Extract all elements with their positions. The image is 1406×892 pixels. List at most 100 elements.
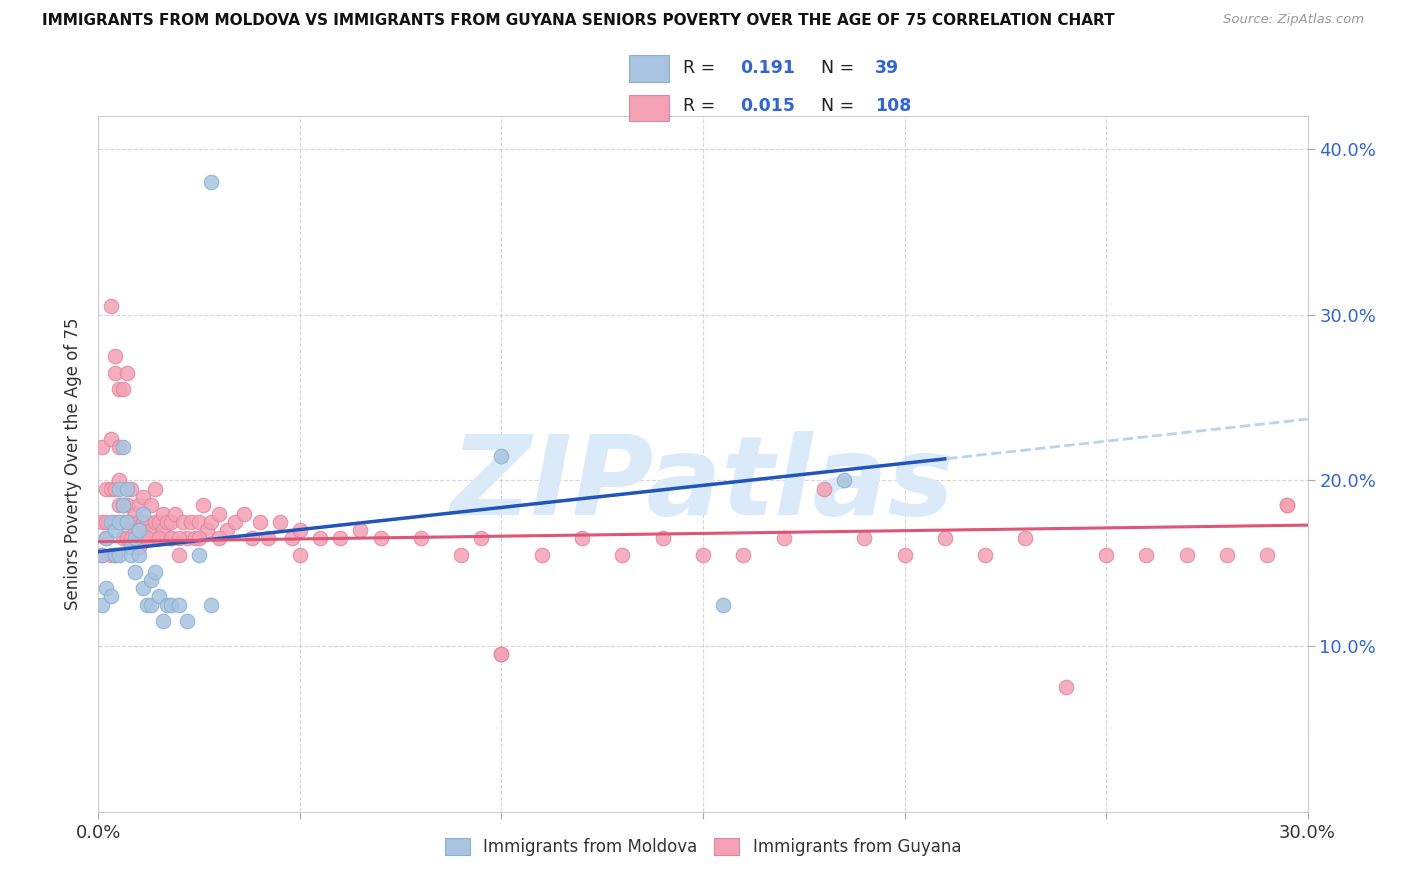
Point — [193, 498, 215, 512]
Point — [651, 532, 673, 546]
Point — [208, 532, 231, 546]
Point — [733, 548, 755, 562]
Point — [100, 482, 122, 496]
Point — [1256, 548, 1278, 562]
Point — [188, 515, 211, 529]
Point — [612, 548, 634, 562]
Point — [148, 532, 170, 546]
Point — [120, 548, 142, 562]
Point — [148, 532, 170, 546]
Point — [160, 532, 183, 546]
Point — [107, 440, 129, 454]
Text: 0.015: 0.015 — [740, 97, 796, 115]
Point — [107, 548, 129, 562]
Point — [309, 532, 332, 546]
Point — [100, 590, 122, 604]
Point — [143, 565, 166, 579]
Point — [128, 548, 150, 562]
Point — [1054, 681, 1077, 695]
Bar — [628, 55, 669, 82]
Text: N =: N = — [821, 59, 860, 77]
Point — [132, 507, 155, 521]
Point — [96, 482, 118, 496]
Point — [470, 532, 492, 546]
Point — [115, 498, 138, 512]
Text: IMMIGRANTS FROM MOLDOVA VS IMMIGRANTS FROM GUYANA SENIORS POVERTY OVER THE AGE O: IMMIGRANTS FROM MOLDOVA VS IMMIGRANTS FR… — [42, 13, 1115, 29]
Point — [450, 548, 472, 562]
Point — [91, 515, 114, 529]
Point — [152, 614, 174, 628]
Point — [103, 548, 125, 562]
Point — [692, 548, 714, 562]
Point — [124, 523, 146, 537]
Point — [409, 532, 432, 546]
Point — [281, 532, 304, 546]
Point — [1095, 548, 1118, 562]
Point — [188, 548, 211, 562]
Point — [232, 507, 254, 521]
Point — [120, 540, 142, 554]
Point — [156, 515, 179, 529]
Point — [180, 515, 202, 529]
Point — [96, 532, 118, 546]
Point — [156, 598, 179, 612]
Point — [160, 532, 183, 546]
Point — [240, 532, 263, 546]
Text: R =: R = — [683, 97, 720, 115]
Point — [103, 366, 125, 380]
Point — [124, 507, 146, 521]
Text: N =: N = — [821, 97, 860, 115]
Point — [103, 482, 125, 496]
Point — [167, 598, 190, 612]
Point — [148, 590, 170, 604]
Point — [120, 482, 142, 496]
Point — [167, 548, 190, 562]
Text: 0.191: 0.191 — [740, 59, 796, 77]
Point — [103, 548, 125, 562]
Point — [115, 366, 138, 380]
Point — [120, 515, 142, 529]
Point — [128, 523, 150, 537]
Point — [152, 523, 174, 537]
Point — [143, 482, 166, 496]
Point — [249, 515, 271, 529]
Point — [974, 548, 997, 562]
Point — [176, 532, 198, 546]
Point — [91, 440, 114, 454]
Point — [571, 532, 593, 546]
Point — [200, 598, 222, 612]
Point — [224, 515, 246, 529]
Point — [107, 382, 129, 396]
Point — [772, 532, 794, 546]
Legend: Immigrants from Moldova, Immigrants from Guyana: Immigrants from Moldova, Immigrants from… — [439, 831, 967, 863]
Text: 39: 39 — [875, 59, 900, 77]
Point — [188, 532, 211, 546]
Point — [167, 532, 190, 546]
Point — [124, 565, 146, 579]
Point — [124, 532, 146, 546]
Text: ZIPatlas: ZIPatlas — [451, 431, 955, 538]
Point — [132, 581, 155, 595]
Point — [1216, 548, 1239, 562]
Point — [1277, 498, 1299, 512]
Point — [832, 474, 855, 488]
Point — [115, 515, 138, 529]
Point — [530, 548, 553, 562]
Point — [269, 515, 291, 529]
Point — [148, 515, 170, 529]
Point — [1277, 498, 1299, 512]
Point — [100, 300, 122, 314]
Point — [139, 498, 162, 512]
Point — [163, 507, 186, 521]
Point — [100, 548, 122, 562]
Point — [135, 532, 157, 546]
Point — [96, 532, 118, 546]
Point — [128, 498, 150, 512]
Point — [107, 498, 129, 512]
Point — [111, 498, 134, 512]
Point — [200, 515, 222, 529]
Point — [370, 532, 392, 546]
Point — [329, 532, 352, 546]
Point — [111, 440, 134, 454]
Point — [934, 532, 956, 546]
